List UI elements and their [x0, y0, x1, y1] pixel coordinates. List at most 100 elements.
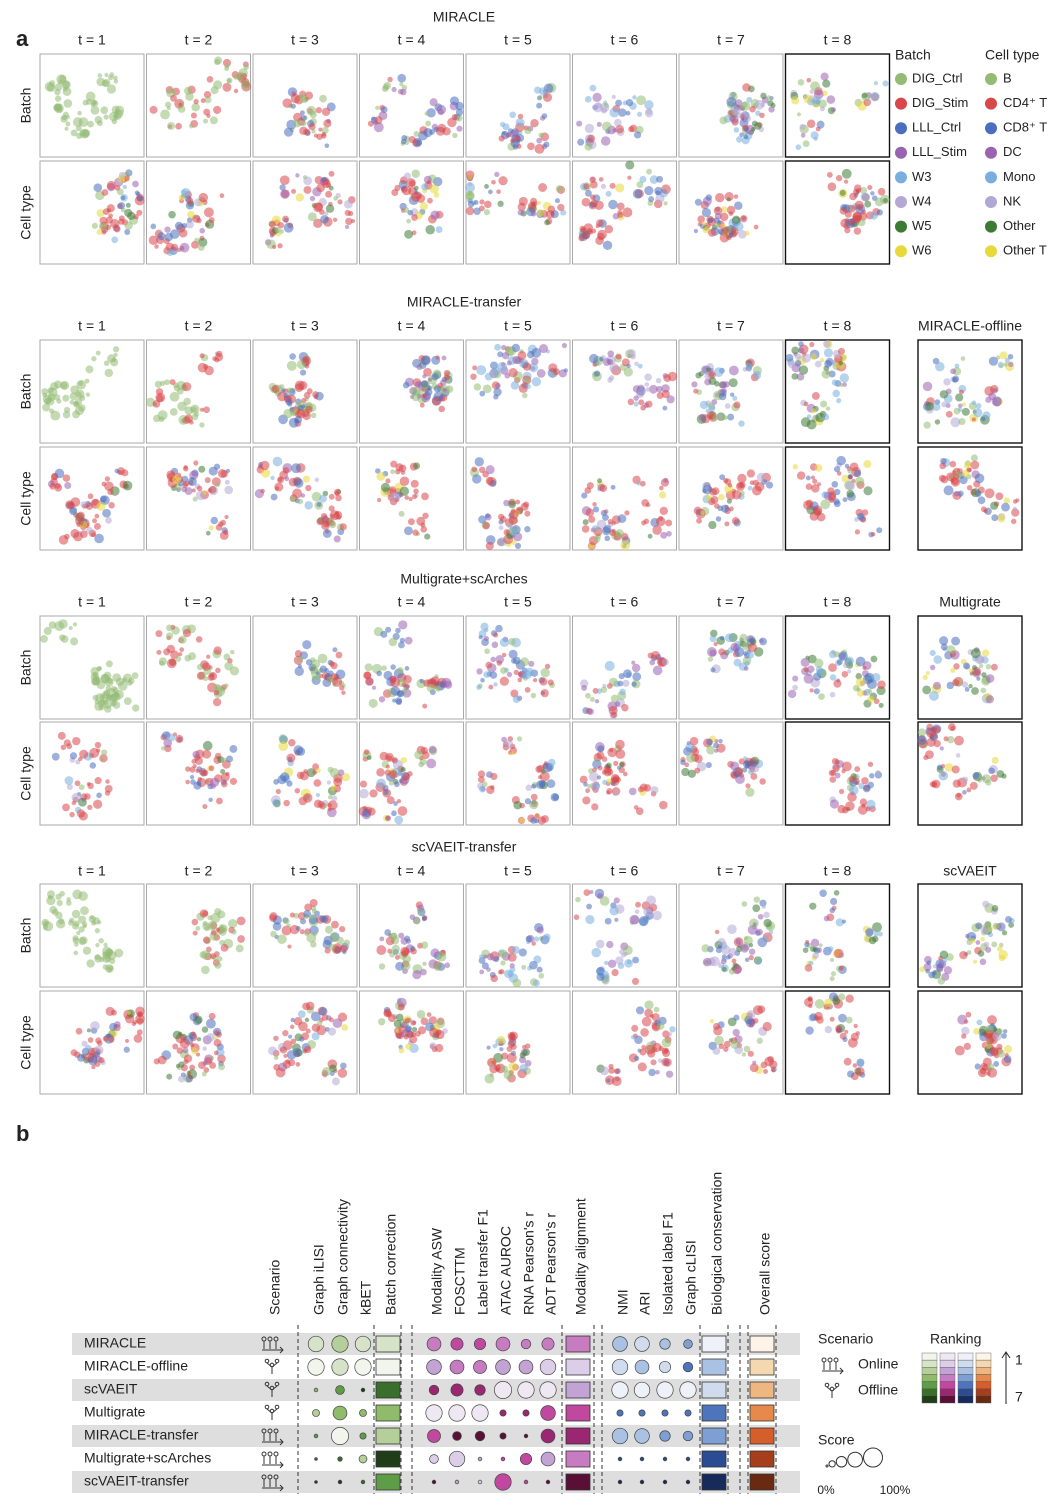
umap-point: [628, 126, 635, 133]
umap-point: [996, 1028, 1003, 1035]
umap-point: [427, 197, 433, 204]
score-dot: [358, 1454, 368, 1464]
umap-point: [200, 98, 206, 104]
umap-point: [962, 790, 967, 795]
umap-point: [648, 1068, 656, 1077]
umap-point: [829, 776, 837, 783]
umap-point: [867, 695, 875, 703]
umap-point: [385, 752, 394, 762]
umap-point: [717, 937, 726, 947]
row-label: Cell type: [18, 746, 34, 801]
umap-point: [172, 1030, 182, 1040]
umap-point: [973, 959, 978, 964]
umap-point: [1003, 497, 1010, 504]
umap-point: [623, 951, 628, 957]
umap-point: [363, 749, 370, 756]
umap-point: [77, 1053, 86, 1062]
umap-point: [319, 915, 327, 923]
umap-point: [97, 700, 106, 708]
umap-point: [991, 905, 999, 912]
umap-point: [983, 941, 990, 948]
umap-point: [188, 1074, 193, 1080]
umap-point: [80, 906, 89, 916]
umap-point: [1004, 915, 1012, 923]
umap-point: [666, 530, 672, 537]
umap-point: [485, 465, 495, 475]
umap-point: [233, 88, 239, 94]
umap-point: [589, 84, 597, 92]
umap-point: [214, 56, 223, 65]
umap-point: [207, 920, 218, 931]
umap-point: [701, 207, 712, 218]
umap-point: [718, 392, 727, 401]
umap-point: [754, 99, 765, 110]
umap-point: [740, 944, 749, 953]
umap-point: [852, 1063, 858, 1068]
umap-point: [627, 398, 635, 406]
umap-point: [742, 756, 748, 762]
umap-point: [260, 488, 265, 494]
umap-point: [202, 740, 213, 751]
umap-point: [768, 106, 775, 113]
umap-point: [800, 417, 811, 428]
umap-point: [384, 769, 391, 776]
score-dot: [426, 1336, 442, 1352]
umap-point: [205, 530, 211, 536]
umap-point: [694, 767, 701, 774]
umap-point: [607, 518, 614, 525]
umap-point: [217, 756, 225, 764]
umap-point: [207, 915, 213, 921]
umap-panel: [784, 339, 891, 444]
umap-point: [209, 777, 220, 787]
umap-point: [77, 110, 82, 116]
umap-point: [831, 971, 836, 977]
umap-point: [829, 691, 836, 698]
umap-point: [969, 781, 978, 790]
umap-point: [829, 907, 836, 914]
umap-point: [156, 649, 162, 655]
umap-point: [509, 509, 519, 520]
umap-point: [707, 228, 717, 237]
umap-point: [855, 677, 866, 688]
umap-point: [385, 478, 391, 484]
umap-point: [656, 385, 663, 393]
timepoint-label: t = 8: [824, 594, 852, 610]
umap-point: [727, 413, 735, 421]
umap-point: [169, 379, 176, 386]
timepoint-label: t = 3: [291, 863, 319, 879]
umap-point: [722, 381, 730, 388]
score-dot: [425, 1404, 443, 1422]
umap-point: [844, 1029, 849, 1034]
score-dot: [611, 1427, 629, 1445]
umap-point: [585, 508, 595, 517]
umap-point: [174, 221, 184, 231]
umap-point: [621, 704, 629, 712]
umap-point: [644, 100, 654, 110]
umap-point: [111, 236, 119, 244]
umap-point: [597, 745, 605, 753]
umap-point: [82, 946, 92, 955]
umap-point: [476, 365, 487, 376]
umap-point: [87, 120, 94, 128]
umap-point: [681, 767, 690, 777]
umap-point: [279, 1046, 288, 1054]
rank-box: [565, 1427, 591, 1445]
umap-point: [809, 902, 817, 910]
umap-point: [198, 465, 206, 473]
umap-point: [743, 666, 749, 671]
umap-point: [1012, 506, 1017, 512]
umap-point: [337, 1012, 348, 1022]
umap-point: [629, 914, 640, 925]
umap-point: [648, 196, 655, 203]
umap-point: [312, 770, 318, 775]
umap-point: [871, 532, 876, 537]
umap-point: [478, 205, 485, 212]
legend-label: W5: [912, 218, 932, 233]
umap-point: [493, 955, 500, 963]
umap-point: [472, 365, 478, 371]
umap-point: [950, 667, 956, 673]
umap-point: [224, 683, 229, 688]
ranking-swatch: [957, 1352, 974, 1361]
umap-point: [58, 79, 63, 85]
umap-point: [506, 360, 512, 366]
